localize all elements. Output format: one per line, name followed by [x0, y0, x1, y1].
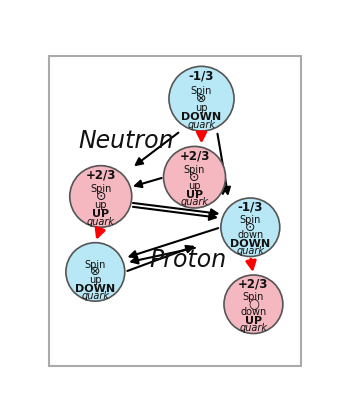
Text: Spin: Spin [240, 215, 261, 225]
Text: up: up [188, 181, 201, 191]
Circle shape [66, 243, 125, 301]
Text: quark: quark [180, 197, 209, 207]
Text: up: up [94, 200, 107, 210]
Text: UP: UP [245, 316, 262, 326]
Text: down: down [237, 230, 264, 240]
Text: +2/3: +2/3 [238, 277, 269, 290]
Text: ⊗: ⊗ [90, 265, 101, 278]
Text: ○: ○ [248, 298, 259, 311]
Text: +2/3: +2/3 [179, 149, 210, 162]
FancyBboxPatch shape [49, 56, 301, 366]
Text: Spin: Spin [243, 292, 264, 302]
Circle shape [70, 166, 132, 227]
Circle shape [224, 275, 283, 334]
Text: Spin: Spin [191, 86, 212, 96]
Text: quark: quark [87, 217, 115, 227]
Text: Neutron: Neutron [78, 129, 174, 153]
Text: down: down [240, 308, 267, 317]
Text: DOWN: DOWN [75, 283, 115, 293]
Text: quark: quark [236, 246, 264, 256]
Text: quark: quark [239, 323, 267, 333]
Text: ⊗: ⊗ [196, 92, 207, 105]
Text: quark: quark [188, 120, 216, 130]
Circle shape [169, 66, 234, 131]
Text: quark: quark [81, 291, 109, 301]
Text: DOWN: DOWN [230, 239, 270, 249]
Text: -1/3: -1/3 [189, 69, 214, 82]
Text: Proton: Proton [150, 248, 227, 273]
Text: up: up [195, 103, 208, 113]
Text: UP: UP [186, 190, 203, 200]
Text: -1/3: -1/3 [238, 200, 263, 213]
Text: DOWN: DOWN [181, 112, 222, 122]
Text: ⊙: ⊙ [95, 190, 106, 203]
Text: Spin: Spin [90, 184, 112, 194]
Text: up: up [89, 275, 102, 285]
Text: UP: UP [92, 209, 109, 219]
Text: Spin: Spin [184, 165, 205, 174]
Text: Spin: Spin [85, 260, 106, 270]
Circle shape [164, 146, 225, 208]
Circle shape [221, 198, 280, 257]
Text: +2/3: +2/3 [86, 168, 116, 181]
Text: ⊙: ⊙ [245, 221, 255, 234]
Text: ⊙: ⊙ [189, 171, 200, 184]
